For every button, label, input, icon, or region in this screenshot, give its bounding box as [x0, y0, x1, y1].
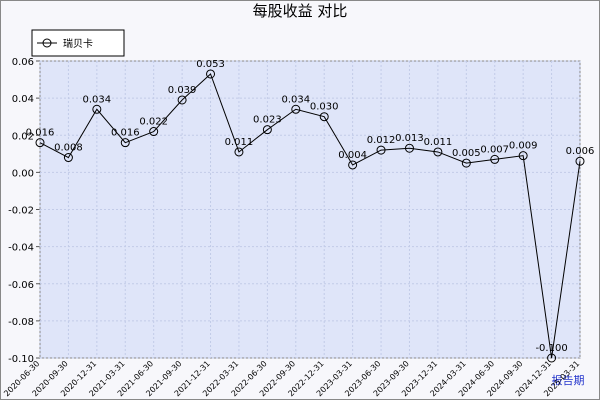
point — [92, 104, 102, 114]
point — [404, 143, 414, 153]
y-tick-label: -0.06 — [8, 280, 34, 291]
x-axis-label: 报告期 — [552, 373, 585, 387]
legend-label: 瑞贝卡 — [63, 37, 93, 50]
point — [575, 156, 585, 166]
point — [63, 153, 73, 163]
y-tick-label: -0.08 — [8, 317, 34, 328]
data-label: 0.016 — [111, 128, 140, 139]
data-label: 0.034 — [281, 94, 310, 105]
point — [376, 145, 386, 155]
data-label: 0.006 — [566, 146, 595, 157]
point — [120, 138, 130, 148]
point — [177, 95, 187, 105]
y-tick-label: 0.02 — [12, 131, 34, 142]
data-label: -0.100 — [535, 343, 567, 354]
point — [206, 69, 216, 79]
data-label: 0.008 — [54, 143, 83, 154]
data-label: 0.012 — [367, 135, 396, 146]
point — [348, 160, 358, 170]
point — [262, 125, 272, 135]
y-tick-label: -0.10 — [8, 354, 34, 365]
point — [319, 112, 329, 122]
data-label: 0.004 — [338, 150, 367, 161]
data-label: 0.009 — [509, 141, 538, 152]
point — [35, 138, 45, 148]
y-tick-label: 0.06 — [12, 57, 34, 68]
point — [433, 147, 443, 157]
chart-title: 每股收益 对比 — [253, 2, 348, 20]
legend-marker — [42, 38, 52, 48]
data-label: 0.007 — [480, 144, 509, 155]
data-label: 0.011 — [225, 137, 254, 148]
point — [149, 127, 159, 137]
data-label: 0.016 — [26, 128, 55, 139]
point — [518, 151, 528, 161]
line — [39, 73, 581, 359]
data-label: 0.005 — [452, 148, 481, 159]
data-label: 0.022 — [139, 117, 168, 128]
data-label: 0.011 — [424, 137, 453, 148]
data-label: 0.013 — [395, 133, 424, 144]
y-tick-label: 0.00 — [12, 168, 34, 179]
point — [234, 147, 244, 157]
data-label: 0.034 — [83, 94, 112, 105]
data-label: 0.030 — [310, 102, 339, 113]
data-label: 0.039 — [168, 85, 197, 96]
y-tick-label: -0.02 — [8, 206, 34, 217]
point — [547, 353, 557, 363]
y-tick-label: -0.04 — [8, 243, 34, 254]
y-tick-label: 0.04 — [12, 94, 34, 105]
point — [291, 104, 301, 114]
point — [490, 154, 500, 164]
data-label: 0.053 — [196, 59, 225, 70]
point — [461, 158, 471, 168]
data-label: 0.023 — [253, 115, 282, 126]
